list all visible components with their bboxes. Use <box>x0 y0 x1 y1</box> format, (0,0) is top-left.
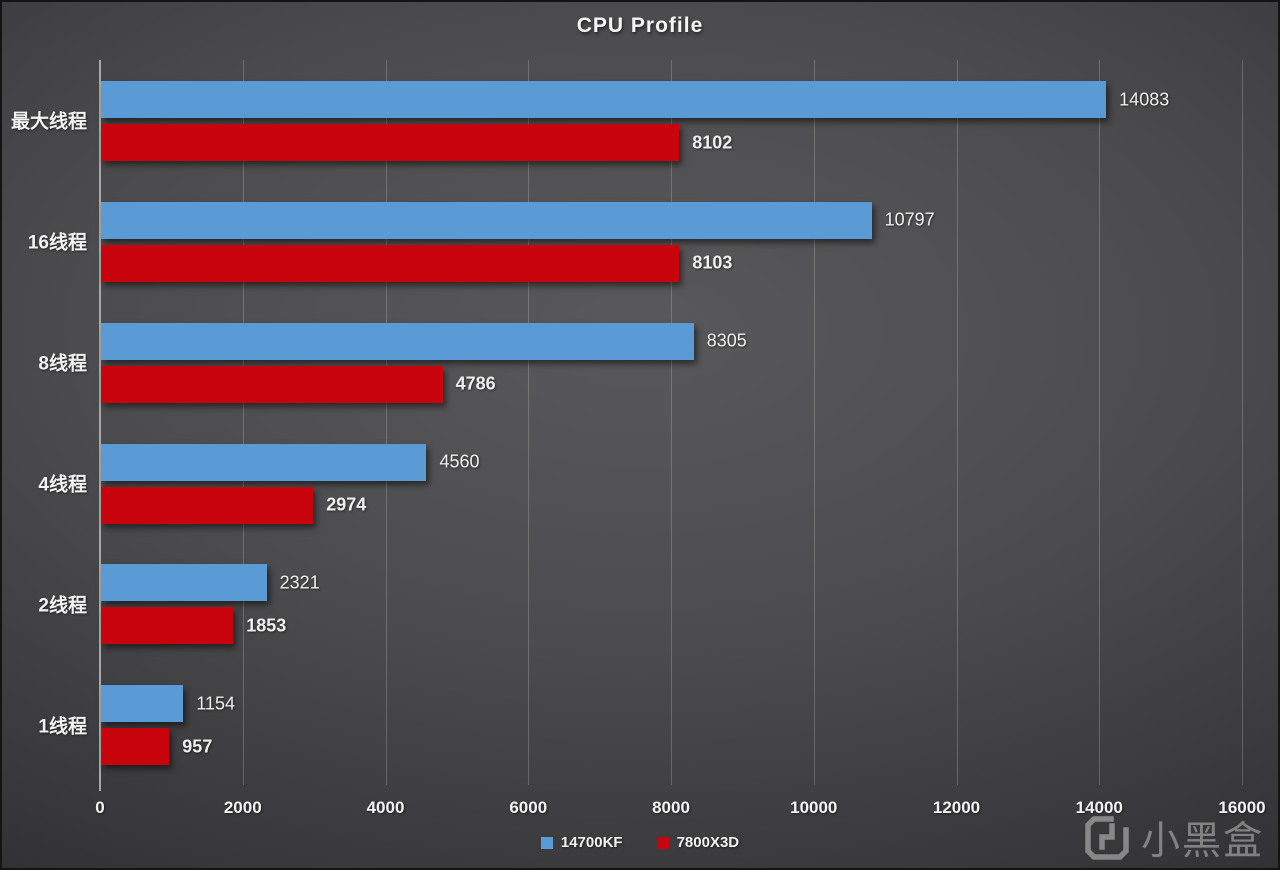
7800X3D-bar <box>101 244 680 282</box>
x-tick-label: 12000 <box>932 798 981 817</box>
7800X3D-value-label: 1853 <box>246 615 287 636</box>
gridline-2000 <box>242 60 244 785</box>
chart-legend: 14700KF 7800X3D <box>0 834 1280 851</box>
7800X3D-bar <box>101 124 680 161</box>
14700KF-bar <box>101 322 694 360</box>
gridline-14000 <box>1099 60 1101 785</box>
category-label: 8线程 <box>38 353 87 375</box>
legend-label: 7800X3D <box>676 834 740 851</box>
14700KF-bar <box>101 81 1107 118</box>
gridline-10000 <box>813 60 815 785</box>
x-tick-label: 10000 <box>790 798 838 817</box>
14700KF-bar <box>101 201 872 239</box>
legend-label: 14700KF <box>560 834 623 851</box>
14700KF-bar <box>101 564 267 602</box>
legend-swatch-icon <box>656 836 669 849</box>
14700KF-value-label: 14083 <box>1119 89 1170 109</box>
7800X3D-value-label: 8102 <box>692 132 733 152</box>
7800X3D-bar <box>101 607 234 645</box>
14700KF-bar <box>101 685 184 723</box>
14700KF-value-label: 8305 <box>706 330 747 351</box>
7800X3D-bar <box>101 365 443 403</box>
gridline-8000 <box>671 60 672 785</box>
gridline-6000 <box>528 60 530 785</box>
gridline-12000 <box>956 60 958 785</box>
7800X3D-value-label: 8103 <box>692 252 733 273</box>
y-axis-line <box>99 60 101 791</box>
7800X3D-bar <box>101 728 170 766</box>
x-tick-label: 8000 <box>652 798 690 817</box>
legend-swatch-icon <box>540 836 553 849</box>
x-tick-label: 6000 <box>509 798 548 817</box>
x-tick-label: 16000 <box>1218 798 1266 817</box>
legend-item-14700KF: 14700KF <box>540 834 623 851</box>
14700KF-value-label: 10797 <box>884 209 935 230</box>
7800X3D-value-label: 4786 <box>455 373 496 394</box>
watermark: 小黑盒 <box>1083 810 1264 866</box>
gridline-4000 <box>385 60 387 785</box>
category-label: 最大线程 <box>10 111 87 133</box>
x-tick-label: 2000 <box>223 798 262 817</box>
category-label: 2线程 <box>38 595 87 617</box>
14700KF-value-label: 1154 <box>196 693 236 714</box>
14700KF-bar <box>101 443 427 481</box>
7800X3D-value-label: 957 <box>182 736 213 757</box>
category-label: 16线程 <box>27 232 87 254</box>
7800X3D-value-label: 2974 <box>326 494 367 515</box>
legend-item-7800X3D: 7800X3D <box>656 834 740 851</box>
x-tick-label: 14000 <box>1075 798 1123 817</box>
chart-title: CPU Profile <box>576 14 704 37</box>
14700KF-value-label: 2321 <box>279 572 320 593</box>
category-label: 4线程 <box>38 474 87 496</box>
category-label: 1线程 <box>38 716 87 738</box>
x-tick-label: 0 <box>95 798 105 817</box>
14700KF-value-label: 4560 <box>439 451 480 472</box>
x-tick-label: 4000 <box>366 798 405 817</box>
7800X3D-bar <box>101 486 314 524</box>
gridline-16000 <box>1242 60 1243 785</box>
watermark-text: 小黑盒 <box>1140 820 1264 863</box>
heybox-logo-icon <box>1085 816 1129 860</box>
